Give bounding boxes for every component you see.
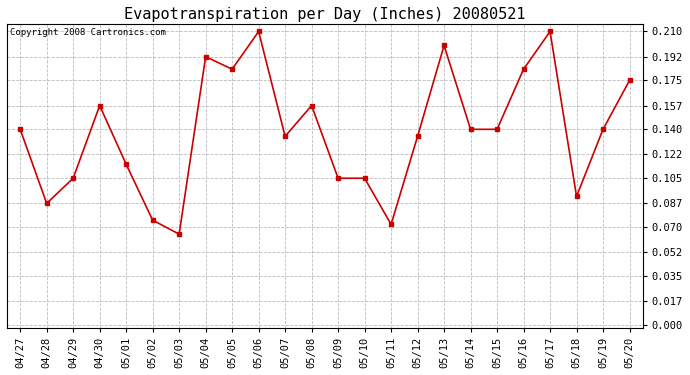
- Text: Copyright 2008 Cartronics.com: Copyright 2008 Cartronics.com: [10, 27, 166, 36]
- Title: Evapotranspiration per Day (Inches) 20080521: Evapotranspiration per Day (Inches) 2008…: [124, 7, 526, 22]
